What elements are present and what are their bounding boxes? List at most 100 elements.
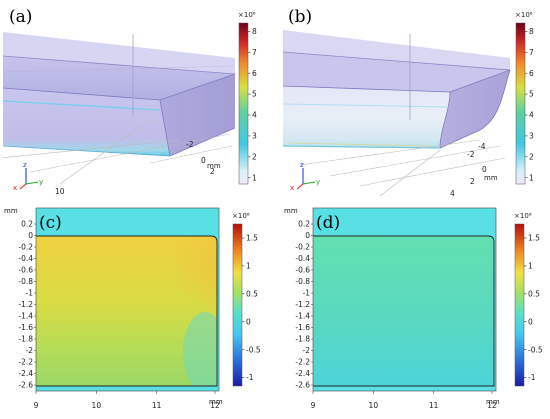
axis-tick: 10: [55, 187, 65, 196]
axis-triad: z y x: [13, 161, 43, 192]
colorbar-c: ×10⁶ 1.5 1 0.5 0 -0.5 -1: [232, 212, 261, 387]
y-tick-label: -0.2: [18, 243, 33, 252]
axis-tick: 4: [450, 189, 455, 198]
panel-d: mm (d) 0.2 0 -0.2 -0.4 -0.6 -0.8 -1 -1.2 -1.4 -1.…: [284, 207, 543, 410]
y-tick-label: -1.8: [18, 335, 33, 344]
x-tick-label: 12: [210, 401, 220, 410]
colorbar-multiplier: ×10⁶: [238, 11, 256, 19]
axis-tick: 0: [201, 156, 206, 165]
x-tick-label: 11: [152, 401, 162, 410]
axis-tick: 2: [470, 177, 475, 186]
triad-y: y: [39, 178, 43, 186]
colorbar-tick-label: 0.5: [528, 289, 540, 298]
colorbar-tick-label: 5: [252, 90, 257, 99]
triad-y: y: [316, 178, 320, 186]
y-tick-label: -0.6: [18, 266, 33, 275]
colorbar-tick-label: 3: [252, 132, 257, 141]
y-tick-label: -1.2: [18, 300, 33, 309]
slab-top-back: [3, 32, 235, 74]
x-tick-label: 11: [429, 401, 439, 410]
y-tick-label: 0.2: [21, 220, 33, 229]
y-tick-label: 0: [28, 231, 33, 240]
y-tick-label: -2: [303, 346, 311, 355]
colorbar-tick-label: 4: [252, 111, 257, 120]
colorbar-tick-label: 6: [252, 69, 257, 78]
colorbar-tick-label: 5: [529, 90, 534, 99]
y-tick-label: 0: [305, 231, 310, 240]
axis-tick: -2: [186, 140, 194, 149]
y-tick-label: -1.2: [295, 300, 310, 309]
y-tick-label: -1: [26, 289, 34, 298]
colorbar-tick-label: 4: [529, 111, 534, 120]
colorbar-a: ×10⁶ 8 7 6 5 4 3 2 1: [238, 11, 257, 185]
panel-a-label: (a): [9, 7, 32, 27]
y-tick-label: -2.4: [295, 369, 310, 378]
panel-c: mm (c) 0.2 0 -0.2 -0.4 -0.6 -0.8 -1 -1.2 -1.4 -1.…: [4, 207, 261, 410]
colorbar-tick-label: 1.5: [246, 234, 258, 243]
colorbar-tick-label: 0: [528, 317, 533, 326]
colorbar-tick-label: 1: [528, 261, 533, 270]
y-tick-label: -2: [26, 346, 34, 355]
colorbar-tick-label: 7: [252, 48, 257, 57]
triad-z: z: [300, 161, 304, 169]
y-tick-label: -1.4: [18, 312, 33, 321]
y-tick-label: -0.8: [295, 277, 310, 286]
colorbar-tick-label: -1: [528, 373, 536, 382]
y-tick-label: -2.6: [295, 381, 310, 390]
slab-front-face: [283, 86, 450, 148]
y-tick-label: -2.2: [18, 358, 33, 367]
y-tick-label: -0.4: [18, 254, 33, 263]
y-unit: mm: [4, 207, 18, 215]
colorbar-tick-label: -0.5: [246, 345, 261, 354]
x-unit: mm: [486, 398, 500, 406]
y-tick-label: 0.2: [298, 220, 310, 229]
x-tick-label: 9: [311, 401, 316, 410]
y-tick-label: -1: [303, 289, 311, 298]
axis-tick: 0: [482, 165, 487, 174]
colorbar-multiplier: ×10⁶: [515, 11, 533, 19]
colorbar-multiplier: ×10⁶: [514, 212, 532, 220]
axis-tick: -2: [467, 150, 475, 159]
axis-tick: 2: [210, 167, 215, 176]
y-unit: mm: [284, 207, 298, 215]
y-tick-label: -0.2: [295, 243, 310, 252]
y-tick-label: -1.8: [295, 335, 310, 344]
y-tick-label: -2.2: [295, 358, 310, 367]
slab-side-face: [160, 74, 235, 156]
colorbar-d: ×10⁶ 1.5 1 0.5 0 -0.5 -1: [514, 212, 543, 387]
colorbar-tick-label: 0: [246, 317, 251, 326]
panel-d-label: (d): [316, 213, 340, 233]
colorbar-tick-label: 3: [529, 132, 534, 141]
axis-unit: mm: [207, 162, 221, 170]
x-tick-label: 12: [487, 401, 497, 410]
axis-unit: mm: [484, 174, 498, 182]
y-tick-label: -0.8: [18, 277, 33, 286]
colorbar-tick-label: 1: [252, 173, 257, 182]
y-tick-label: -0.4: [295, 254, 310, 263]
triad-x: x: [13, 184, 17, 192]
colorbar-tick-label: 8: [252, 27, 257, 36]
axis-triad: z y x: [290, 161, 320, 192]
colorbar-tick-label: 1.5: [528, 234, 540, 243]
colorbar-tick-label: 6: [529, 69, 534, 78]
x-tick-label: 10: [369, 401, 379, 410]
axis-tick: -4: [478, 142, 486, 151]
panel-b-label: (b): [288, 7, 312, 27]
y-tick-label: -1.6: [295, 323, 310, 332]
colorbar-tick-label: 0.5: [246, 289, 258, 298]
colorbar-tick-label: 1: [246, 261, 251, 270]
y-tick-label: -2.6: [18, 381, 33, 390]
slab-top-face: [283, 52, 510, 92]
y-tick-label: -1.6: [18, 323, 33, 332]
colorbar-tick-label: -0.5: [528, 345, 543, 354]
x-tick-label: 9: [34, 401, 39, 410]
panel-a: (a) -2 0 2 mm 10: [3, 7, 257, 196]
y-tick-label: -2.4: [18, 369, 33, 378]
panel-b: (b) -4 -2 0 mm 2 4: [283, 7, 534, 198]
colorbar-b: ×10⁶ 8 7 6 5 4 3 2 1: [515, 11, 534, 185]
colorbar-tick-label: 1: [529, 173, 534, 182]
panel-c-label: (c): [39, 213, 62, 233]
triad-x: x: [290, 184, 294, 192]
colorbar-tick-label: 2: [252, 152, 257, 161]
